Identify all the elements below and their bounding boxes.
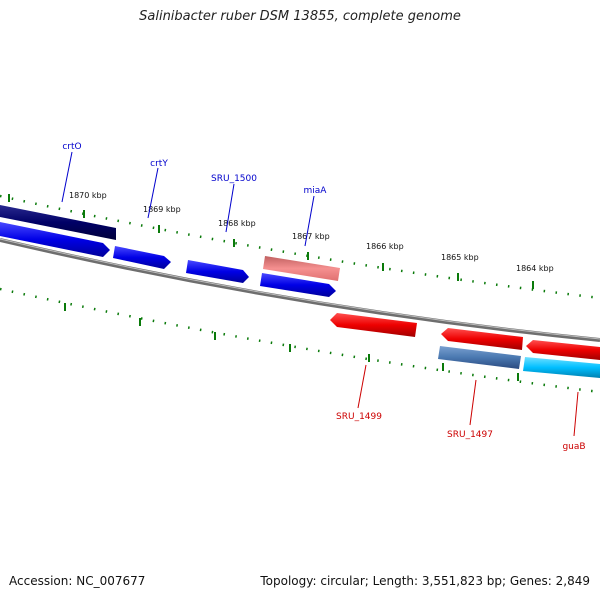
gene-SRU_1500-arrow[interactable] bbox=[186, 260, 249, 283]
gene-miaA-arrow[interactable] bbox=[263, 256, 340, 281]
SRU_1499-leader-line bbox=[357, 364, 367, 409]
outer-major-ticks bbox=[8, 194, 534, 289]
gene-label-SRU_1499[interactable]: SRU_1499 bbox=[336, 412, 382, 422]
crtY-leader-line bbox=[147, 167, 159, 219]
miaA-leader-line bbox=[304, 195, 315, 247]
gene-guaB-arrow[interactable] bbox=[523, 357, 600, 378]
tick-label-1867: 1867 kbp bbox=[292, 232, 330, 241]
page-title: Salinibacter ruber DSM 13855, complete g… bbox=[139, 9, 461, 24]
gene-SRU_1499-arrow[interactable] bbox=[330, 313, 417, 337]
genome-summary-text: Topology: circular; Length: 3,551,823 bp… bbox=[260, 574, 590, 588]
accession-text: Accession: NC_007677 bbox=[9, 574, 146, 588]
gene-label-guaB[interactable]: guaB bbox=[562, 442, 585, 452]
gene-crtO-arrow[interactable] bbox=[0, 205, 116, 240]
gene-label-SRU_1500[interactable]: SRU_1500 bbox=[211, 174, 257, 184]
crtO-leader-line bbox=[61, 151, 73, 203]
gene-SRU_1497-arrow[interactable] bbox=[438, 346, 521, 369]
SRU_1497-leader-line bbox=[469, 379, 477, 426]
gene-crtY-arrow[interactable] bbox=[113, 246, 171, 269]
gene-label-miaA[interactable]: miaA bbox=[304, 186, 328, 196]
gene-label-crtO[interactable]: crtO bbox=[62, 142, 81, 152]
gene-reverse-arrow-2[interactable] bbox=[441, 328, 523, 350]
gene-reverse-arrow-3[interactable] bbox=[526, 340, 600, 360]
gene-forward-arrow-1[interactable] bbox=[0, 222, 110, 257]
guaB-leader-line bbox=[573, 391, 579, 437]
tick-label-1869: 1869 kbp bbox=[143, 205, 181, 214]
tick-label-1866: 1866 kbp bbox=[366, 242, 404, 251]
tick-label-1870: 1870 kbp bbox=[69, 191, 107, 200]
inner-major-ticks bbox=[64, 303, 519, 381]
gene-label-SRU_1497[interactable]: SRU_1497 bbox=[447, 430, 493, 440]
genome-backbone bbox=[0, 238, 600, 342]
tick-label-1865: 1865 kbp bbox=[441, 253, 479, 262]
tick-label-1864: 1864 kbp bbox=[516, 264, 554, 273]
tick-label-1868: 1868 kbp bbox=[218, 219, 256, 228]
gene-forward-arrow-5[interactable] bbox=[260, 273, 336, 297]
gene-label-crtY[interactable]: crtY bbox=[150, 159, 168, 169]
SRU_1500-leader-line bbox=[225, 183, 235, 233]
